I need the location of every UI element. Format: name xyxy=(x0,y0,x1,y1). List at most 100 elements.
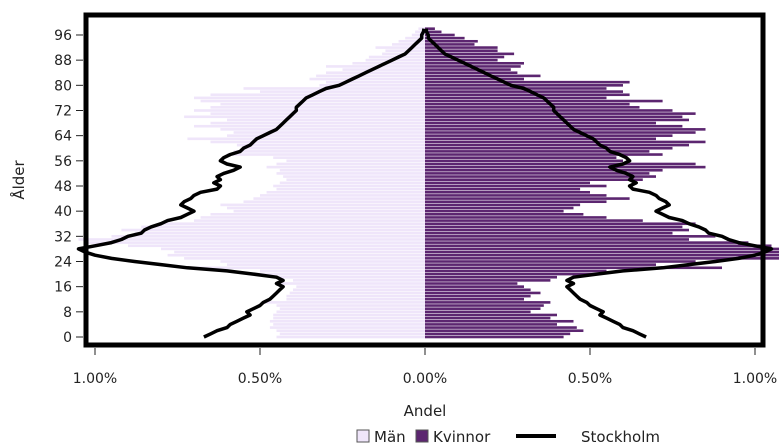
stockholm-line-men xyxy=(76,28,426,339)
bar-kvinnor-age-46 xyxy=(425,190,590,194)
bar-man-age-29 xyxy=(128,244,425,248)
bar-kvinnor-age-25 xyxy=(425,257,779,260)
x-axis-ticks: 1.50%1.00%0.50%0.00%0.50%1.00%1.50% xyxy=(73,348,777,387)
bar-kvinnor-age-9 xyxy=(425,307,541,310)
bar-kvinnor-age-29 xyxy=(425,244,772,248)
bar-kvinnor-age-58 xyxy=(425,153,663,156)
bar-man-age-61 xyxy=(236,143,425,147)
bar-kvinnor-age-65 xyxy=(425,131,696,134)
bar-man-age-9 xyxy=(279,307,425,310)
bar-man-age-41 xyxy=(227,206,425,210)
bar-man-age-82 xyxy=(309,77,425,81)
bar-man-age-75 xyxy=(200,99,425,103)
bar-man-age-52 xyxy=(276,172,425,175)
bar-man-age-8 xyxy=(276,310,425,314)
bar-man-age-94 xyxy=(398,39,425,43)
bar-kvinnor-age-16 xyxy=(425,285,524,288)
bar-kvinnor-age-57 xyxy=(425,156,617,159)
y-tick-label-72: 72 xyxy=(54,103,72,119)
bar-kvinnor-age-44 xyxy=(425,197,630,200)
bar-kvinnor-age-17 xyxy=(425,282,518,285)
bar-kvinnor-age-26 xyxy=(425,253,779,257)
bar-man-age-96 xyxy=(411,33,425,37)
bar-man-age-68 xyxy=(210,121,425,125)
bar-kvinnor-age-43 xyxy=(425,200,607,204)
bar-man-age-93 xyxy=(392,43,425,46)
legend: Män Kvinnor Stockholm xyxy=(356,428,660,445)
bar-man-age-59 xyxy=(233,150,425,153)
bar-man-age-26 xyxy=(167,253,425,257)
bar-man-age-53 xyxy=(279,168,425,172)
bar-kvinnor-age-21 xyxy=(425,269,607,273)
bar-man-age-54 xyxy=(266,165,425,169)
bar-man-age-10 xyxy=(276,304,425,307)
bar-man-age-97 xyxy=(415,30,425,34)
bar-man-age-48 xyxy=(273,184,425,188)
bar-kvinnor-age-59 xyxy=(425,150,650,153)
bar-kvinnor-age-30 xyxy=(425,241,749,244)
bar-kvinnor-age-27 xyxy=(425,250,779,254)
bar-kvinnor-age-13 xyxy=(425,294,531,298)
x-axis-title: Andel xyxy=(404,402,447,420)
bar-man-age-49 xyxy=(279,181,425,185)
bar-kvinnor-age-94 xyxy=(425,39,478,43)
bar-kvinnor-age-22 xyxy=(425,266,722,270)
bar-man-age-14 xyxy=(289,291,425,295)
bar-kvinnor-age-55 xyxy=(425,162,696,166)
bar-man-age-85 xyxy=(342,68,425,71)
bar-kvinnor-age-78 xyxy=(425,90,623,93)
bar-man-age-60 xyxy=(243,146,425,150)
bar-kvinnor-age-39 xyxy=(425,213,584,216)
bar-man-age-28 xyxy=(161,247,425,251)
x-tick-label-1: 1.00% xyxy=(73,371,117,387)
bar-kvinnor-age-37 xyxy=(425,219,643,222)
bar-man-age-95 xyxy=(405,36,425,40)
bar-kvinnor-age-79 xyxy=(425,87,607,90)
bar-man-age-2 xyxy=(276,329,425,333)
y-tick-label-32: 32 xyxy=(54,229,72,245)
bar-kvinnor-age-49 xyxy=(425,181,590,185)
bar-kvinnor-age-91 xyxy=(425,49,498,53)
bar-man-age-92 xyxy=(375,46,425,49)
bar-kvinnor-age-38 xyxy=(425,216,607,219)
bar-kvinnor-age-67 xyxy=(425,124,683,128)
bar-kvinnor-age-98 xyxy=(425,27,435,30)
bar-man-age-23 xyxy=(227,263,425,266)
bar-man-age-51 xyxy=(283,175,425,178)
y-tick-label-8: 8 xyxy=(63,305,72,321)
bar-kvinnor-age-18 xyxy=(425,279,551,282)
bar-man-age-24 xyxy=(220,260,425,263)
bar-man-age-13 xyxy=(286,294,425,298)
bar-man-age-72 xyxy=(194,109,425,112)
bar-kvinnor-age-66 xyxy=(425,128,706,131)
y-tick-label-64: 64 xyxy=(54,129,72,145)
bar-kvinnor-age-3 xyxy=(425,326,577,329)
bar-man-age-27 xyxy=(174,250,425,254)
bar-man-age-57 xyxy=(273,156,425,159)
bar-man-age-55 xyxy=(276,162,425,166)
bar-man-age-40 xyxy=(233,209,425,213)
bar-kvinnor-age-71 xyxy=(425,112,696,115)
bar-man-age-0 xyxy=(276,335,425,339)
bar-kvinnor-age-5 xyxy=(425,319,574,323)
legend-label-man: Män xyxy=(374,428,406,445)
bar-man-age-80 xyxy=(319,84,425,87)
bar-man-age-81 xyxy=(326,80,425,84)
bar-kvinnor-age-62 xyxy=(425,140,706,144)
bar-man-age-18 xyxy=(293,279,425,282)
bar-kvinnor-age-2 xyxy=(425,329,584,333)
y-tick-label-56: 56 xyxy=(54,154,72,170)
bar-kvinnor-age-68 xyxy=(425,121,656,125)
bar-kvinnor-age-69 xyxy=(425,118,689,122)
bar-man-age-64 xyxy=(227,134,425,137)
bar-man-age-7 xyxy=(273,313,425,317)
bar-man-age-74 xyxy=(220,102,425,106)
women-bars-group xyxy=(425,27,779,339)
bar-kvinnor-age-89 xyxy=(425,55,505,59)
bar-kvinnor-age-4 xyxy=(425,323,557,326)
bar-man-age-58 xyxy=(227,153,425,156)
bar-man-age-67 xyxy=(194,124,425,128)
bar-kvinnor-age-10 xyxy=(425,304,544,307)
y-tick-label-40: 40 xyxy=(54,204,72,220)
